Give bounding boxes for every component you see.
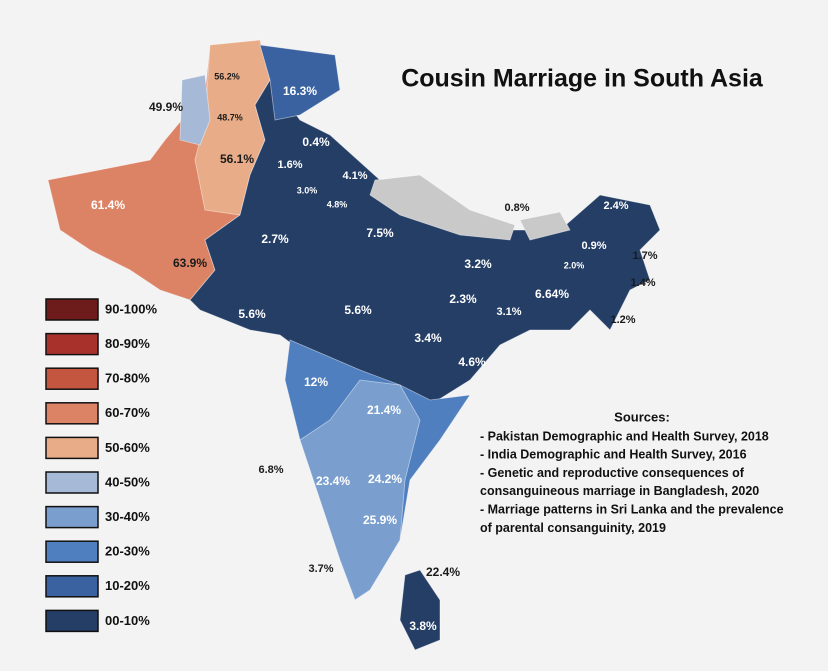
legend-swatch — [45, 332, 99, 356]
region-label: 5.6% — [344, 303, 372, 317]
map-title: Cousin Marriage in South Asia — [401, 65, 764, 93]
region-label: 25.9% — [363, 513, 397, 527]
region-label: 3.4% — [414, 331, 442, 345]
region-label: 61.4% — [91, 198, 125, 212]
source-line: - Pakistan Demographic and Health Survey… — [480, 429, 769, 443]
legend-swatch — [45, 402, 99, 425]
region-label: 3.8% — [409, 619, 437, 633]
legend: 90-100% 80-90% 70-80% 60-70% 50-60% 40-50% 30-… — [45, 298, 157, 633]
legend-label: 30-40% — [105, 509, 150, 524]
region-label: 4.1% — [342, 170, 367, 182]
region-label: 1.6% — [277, 159, 302, 171]
kashmir — [259, 44, 341, 121]
region-label: 5.6% — [238, 307, 266, 321]
legend-label: 10-20% — [105, 578, 150, 593]
sources-heading: Sources: — [614, 409, 670, 424]
legend-swatch — [45, 575, 99, 598]
region-label: 3.7% — [308, 563, 333, 575]
region-label: 1.4% — [630, 277, 655, 289]
region-label: 56.1% — [220, 152, 254, 166]
nepal — [369, 174, 516, 241]
region-label: 1.2% — [610, 314, 635, 326]
region-label: 6.64% — [535, 287, 569, 301]
source-line: of parental consanguinity, 2019 — [480, 521, 666, 535]
source-line: consanguineous marriage in Bangladesh, 2… — [480, 484, 759, 498]
legend-label: 00-10% — [105, 613, 150, 628]
region-label: 0.9% — [581, 240, 606, 252]
legend-label: 20-30% — [105, 544, 150, 559]
region-label: 21.4% — [367, 403, 401, 417]
source-line: - Genetic and reproductive consequences … — [480, 466, 745, 480]
region-labels: 56.2% 16.3% 49.9% 48.7% 0.4% 56.1% 1.6% 4.1% 3.0… — [91, 71, 658, 633]
legend-label: 90-100% — [105, 301, 157, 316]
legend-swatch — [45, 436, 99, 460]
legend-swatch — [45, 367, 99, 390]
region-label: 3.1% — [496, 306, 521, 318]
source-line: - Marriage patterns in Sri Lanka and the… — [480, 502, 784, 516]
region-label: 3.0% — [297, 185, 318, 195]
kpk — [179, 74, 211, 146]
region-label: 12% — [304, 375, 328, 389]
region-label: 56.2% — [214, 71, 240, 81]
legend-swatch — [45, 298, 99, 321]
map-shapes — [47, 39, 661, 651]
region-label: 2.3% — [449, 292, 477, 306]
legend-label: 80-90% — [105, 336, 150, 351]
region-label: 2.4% — [603, 200, 628, 212]
region-label: 3.2% — [464, 257, 492, 271]
legend-label: 50-60% — [105, 440, 150, 455]
sri-lanka — [399, 569, 441, 651]
legend-label: 70-80% — [105, 371, 150, 386]
region-label: 4.6% — [458, 355, 486, 369]
legend-swatch — [45, 505, 99, 529]
region-label: 48.7% — [217, 112, 243, 122]
region-label: 23.4% — [316, 474, 350, 488]
region-label: 4.8% — [327, 199, 348, 209]
region-label: 22.4% — [426, 565, 460, 579]
region-label: 2.7% — [261, 232, 289, 246]
legend-label: 60-70% — [105, 405, 150, 420]
region-label: 24.2% — [368, 472, 402, 486]
region-label: 6.8% — [258, 464, 283, 476]
karnataka — [299, 379, 421, 601]
source-line: - India Demographic and Health Survey, 2… — [480, 448, 747, 462]
region-label: 63.9% — [173, 256, 207, 270]
legend-label: 40-50% — [105, 474, 150, 489]
region-label: 0.4% — [302, 135, 330, 149]
region-label: 2.0% — [564, 260, 585, 270]
region-label: 16.3% — [283, 84, 317, 98]
bhutan — [519, 211, 571, 241]
legend-swatch — [45, 609, 99, 633]
sources: Sources: - Pakistan Demographic and Healt… — [480, 409, 784, 534]
legend-swatch — [45, 471, 99, 494]
legend-swatch — [45, 540, 99, 563]
region-label: 1.7% — [632, 250, 657, 262]
region-label: 49.9% — [149, 100, 183, 114]
region-label: 0.8% — [504, 202, 529, 214]
region-label: 7.5% — [366, 226, 394, 240]
